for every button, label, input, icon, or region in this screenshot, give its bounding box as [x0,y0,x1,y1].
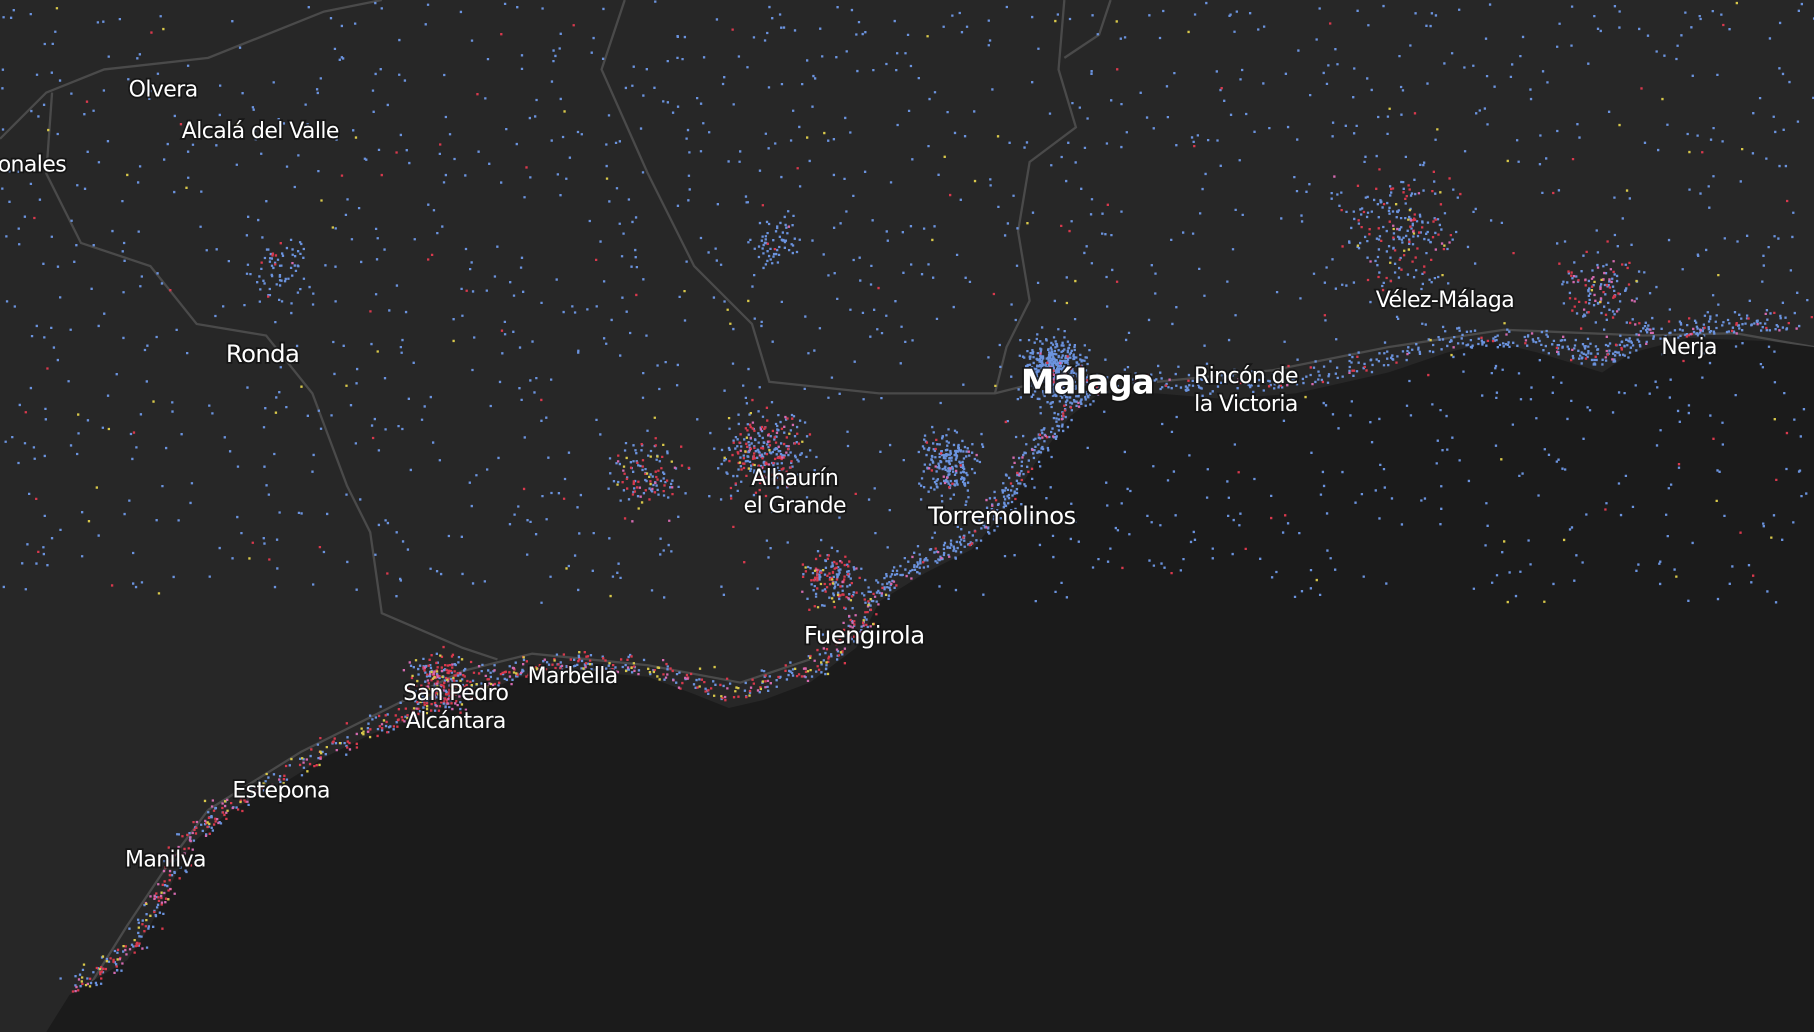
place-label: Málaga [1021,363,1154,402]
road [45,92,498,661]
place-label: Alhaurín [751,466,838,491]
place-label: Estepona [232,778,330,803]
place-label: el Grande [744,494,846,519]
sea [46,337,1814,1032]
place-label: San Pedro [403,681,508,706]
place-label: Torremolinos [927,501,1075,530]
place-label: Alcalá del Valle [182,119,339,144]
place-label: Alcántara [406,709,506,734]
road [68,809,210,1019]
place-label: Fuengirola [804,620,925,649]
place-label: la Victoria [1194,392,1298,417]
place-label: Nerja [1661,335,1717,360]
road [207,652,811,811]
road [1063,0,1112,59]
road [0,0,382,140]
place-label: Marbella [528,664,618,689]
place-label: onales [0,152,66,177]
place-label: Manilva [125,848,206,873]
place-label: Olvera [129,77,198,102]
road [993,0,1078,394]
place-label: Vélez-Málaga [1376,288,1514,313]
place-labels: Olvera Alcalá del Valle onales Ronda Mál… [0,76,1719,875]
place-label: Rincón de [1194,364,1298,389]
place-label: Ronda [226,339,299,368]
road [600,0,1042,395]
road [1156,328,1814,383]
